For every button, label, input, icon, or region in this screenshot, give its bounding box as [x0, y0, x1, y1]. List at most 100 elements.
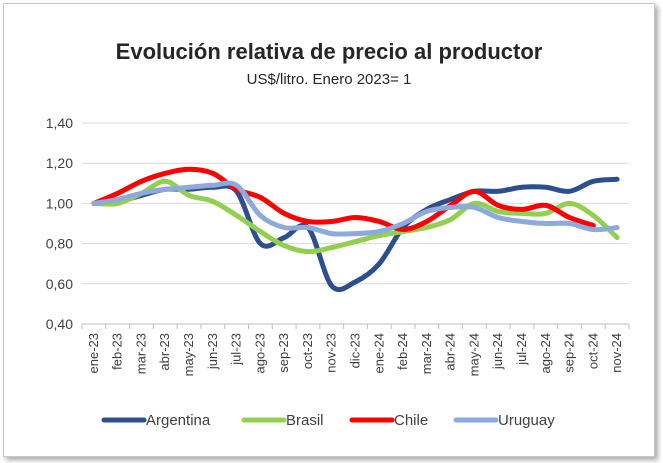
- data-point-chile: [567, 215, 572, 220]
- data-point-brasil: [258, 229, 263, 234]
- x-tick-label: oct-24: [585, 333, 600, 369]
- data-point-argentina: [282, 235, 287, 240]
- data-point-chile: [305, 219, 310, 224]
- data-point-brasil: [591, 213, 596, 218]
- x-tick-label: ene-24: [371, 333, 386, 373]
- data-point-argentina: [615, 177, 620, 182]
- x-tick-label: jul-23: [229, 333, 244, 366]
- data-point-uruguay: [519, 219, 524, 224]
- data-point-uruguay: [187, 185, 192, 190]
- x-tick-label: feb-24: [395, 333, 410, 370]
- data-point-brasil: [282, 243, 287, 248]
- chart-subtitle: US$/litro. Enero 2023= 1: [247, 71, 412, 88]
- legend-label-argentina: Argentina: [146, 412, 211, 429]
- data-point-chile: [187, 167, 192, 172]
- data-point-brasil: [329, 245, 334, 250]
- data-point-uruguay: [472, 205, 477, 210]
- data-point-argentina: [496, 189, 501, 194]
- y-tick-label: 1,40: [46, 115, 73, 131]
- data-point-brasil: [187, 193, 192, 198]
- x-tick-label: mar-24: [419, 333, 434, 374]
- data-point-brasil: [234, 213, 239, 218]
- data-point-brasil: [305, 249, 310, 254]
- legend-label-chile: Chile: [394, 412, 428, 429]
- data-point-uruguay: [401, 221, 406, 226]
- x-tick-label: may-23: [181, 333, 196, 376]
- y-tick-label: 1,00: [46, 195, 73, 211]
- data-point-uruguay: [496, 215, 501, 220]
- x-tick-label: jun-24: [490, 333, 505, 370]
- data-point-chile: [472, 189, 477, 194]
- chart-frame: Evolución relativa de precio al producto…: [3, 3, 655, 457]
- x-tick-label: abr-23: [157, 333, 172, 371]
- legend-label-uruguay: Uruguay: [498, 412, 555, 429]
- data-point-chile: [496, 203, 501, 208]
- data-point-uruguay: [305, 225, 310, 230]
- data-point-brasil: [353, 239, 358, 244]
- data-point-chile: [163, 171, 168, 176]
- x-tick-label: may-24: [466, 333, 481, 376]
- series-line-chile: [91, 166, 596, 232]
- data-point-chile: [282, 211, 287, 216]
- data-point-brasil: [615, 235, 620, 240]
- data-point-chile: [519, 207, 524, 212]
- data-point-uruguay: [567, 221, 572, 226]
- data-point-uruguay: [115, 197, 120, 202]
- data-point-uruguay: [424, 209, 429, 214]
- data-point-chile: [424, 219, 429, 224]
- data-point-uruguay: [258, 213, 263, 218]
- data-point-argentina: [329, 283, 334, 288]
- line-chart: Evolución relativa de precio al producto…: [46, 39, 630, 429]
- series-line-brasil: [91, 178, 620, 255]
- data-point-chile: [258, 195, 263, 200]
- x-tick-label: sep-24: [562, 333, 577, 373]
- x-tick-label: sep-23: [276, 333, 291, 373]
- data-point-brasil: [448, 217, 453, 222]
- data-point-argentina: [567, 189, 572, 194]
- x-tick-label: ene-23: [86, 333, 101, 373]
- data-point-uruguay: [543, 221, 548, 226]
- data-point-uruguay: [591, 227, 596, 232]
- legend: Argentina Brasil Chile Uruguay: [101, 412, 555, 429]
- data-point-uruguay: [234, 183, 239, 188]
- x-tick-label: ago-23: [252, 333, 267, 373]
- data-point-uruguay: [210, 183, 215, 188]
- data-point-brasil: [496, 209, 501, 214]
- data-point-uruguay: [139, 191, 144, 196]
- data-point-chile: [210, 171, 215, 176]
- data-point-uruguay: [615, 225, 620, 230]
- y-tick-label: 0,80: [46, 236, 73, 252]
- data-point-argentina: [377, 261, 382, 266]
- data-point-uruguay: [163, 187, 168, 192]
- y-tick-label: 0,40: [46, 316, 73, 332]
- data-point-uruguay: [91, 201, 96, 206]
- data-point-argentina: [258, 241, 263, 246]
- data-point-brasil: [210, 199, 215, 204]
- data-point-chile: [139, 179, 144, 184]
- data-point-argentina: [353, 279, 358, 284]
- x-tick-label: ago-24: [538, 333, 553, 373]
- x-tick-label: nov-24: [609, 333, 624, 373]
- x-tick-label: abr-24: [443, 333, 458, 371]
- data-point-uruguay: [448, 205, 453, 210]
- y-tick-label: 1,20: [46, 155, 73, 171]
- y-axis: 0,40 0,60 0,80 1,00 1,20 1,40: [46, 115, 73, 332]
- data-point-brasil: [424, 225, 429, 230]
- data-point-argentina: [591, 179, 596, 184]
- data-point-brasil: [543, 211, 548, 216]
- data-point-uruguay: [353, 231, 358, 236]
- chart-title: Evolución relativa de precio al producto…: [116, 39, 543, 64]
- x-axis: ene-23 feb-23 mar-23 abr-23 may-23 jun-23 jul-…: [81, 324, 630, 376]
- legend-label-brasil: Brasil: [286, 412, 324, 429]
- x-tick-label: jul-24: [514, 333, 529, 366]
- data-point-uruguay: [377, 229, 382, 234]
- data-point-chile: [353, 215, 358, 220]
- data-point-uruguay: [282, 225, 287, 230]
- data-point-chile: [543, 203, 548, 208]
- series-lines: [91, 166, 620, 293]
- x-tick-label: mar-23: [133, 333, 148, 374]
- data-point-argentina: [519, 185, 524, 190]
- data-point-brasil: [567, 201, 572, 206]
- x-tick-label: feb-23: [110, 333, 125, 370]
- x-tick-label: nov-23: [324, 333, 339, 373]
